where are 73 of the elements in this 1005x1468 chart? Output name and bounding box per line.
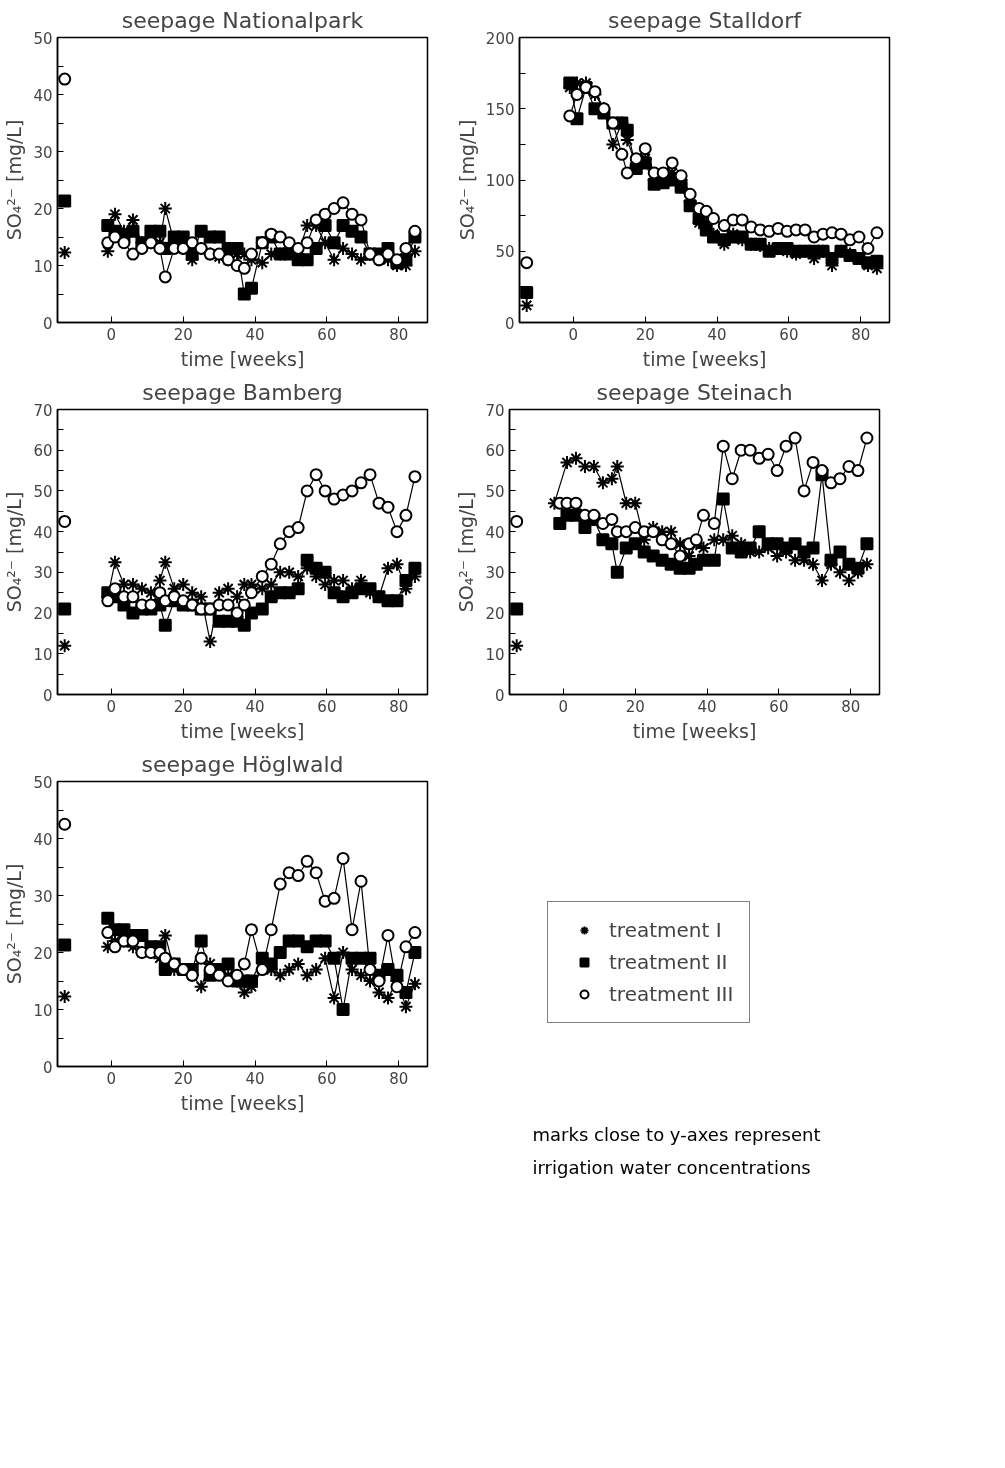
x-tick-label: 60 [779, 325, 799, 344]
x-tick-label: 0 [106, 325, 117, 344]
legend-label: treatment I [609, 918, 722, 942]
y-tick-label: 100 [485, 172, 515, 190]
x-axis-title: time [weeks] [180, 347, 305, 370]
x-axis-title: time [weeks] [180, 719, 305, 742]
x-tick-label: 0 [568, 325, 579, 344]
y-tick-label: 60 [33, 442, 53, 461]
y-tick-label: 50 [33, 482, 53, 501]
y-axis-title: SO₄²⁻ [mg/L] [455, 491, 478, 613]
x-tick-label: 60 [317, 697, 337, 716]
text: marks close to y-axes represent [532, 1123, 821, 1145]
chart-title: seepage Höglwald [141, 751, 344, 777]
chart-title: seepage Steinach [596, 379, 793, 405]
chart-title: seepage Nationalpark [121, 7, 364, 33]
y-tick-label: 10 [33, 1001, 53, 1020]
y-tick-label: 40 [33, 523, 53, 542]
x-tick-label: 0 [106, 697, 117, 716]
y-axis-title: SO₄²⁻ [mg/L] [3, 863, 26, 985]
x-tick-label: 80 [841, 697, 861, 716]
y-axis-title: SO₄²⁻ [mg/L] [3, 491, 26, 613]
legend-label: treatment II [609, 950, 728, 974]
y-tick-label: 50 [33, 773, 53, 792]
y-tick-label: 10 [33, 257, 53, 276]
y-tick-label: 50 [495, 243, 515, 262]
x-tick-label: 20 [173, 325, 193, 344]
y-tick-label: 30 [33, 887, 53, 906]
y-tick-label: 20 [33, 200, 53, 219]
y-tick-label: 70 [33, 401, 53, 420]
x-tick-label: 80 [389, 1069, 409, 1088]
x-axis-title: time [weeks] [632, 719, 757, 742]
text: irrigation water concentrations [532, 1156, 811, 1178]
y-tick-label: 50 [33, 29, 53, 48]
x-tick-label: 40 [245, 1069, 265, 1088]
legend-label: treatment III [609, 982, 734, 1006]
y-tick-label: 70 [485, 401, 505, 420]
y-tick-label: 30 [33, 564, 53, 583]
y-tick-label: 20 [33, 605, 53, 624]
x-tick-label: 20 [625, 697, 645, 716]
x-tick-label: 80 [389, 325, 409, 344]
y-tick-label: 30 [485, 564, 505, 583]
y-axis-title: SO₄²⁻ [mg/L] [3, 119, 26, 241]
y-axis-title: SO₄²⁻ [mg/L] [455, 119, 478, 241]
x-tick-label: 0 [558, 697, 569, 716]
x-tick-label: 0 [106, 1069, 117, 1088]
x-tick-label: 20 [635, 325, 655, 344]
y-tick-label: 60 [485, 442, 505, 461]
x-tick-label: 60 [769, 697, 789, 716]
y-tick-label: 10 [33, 645, 53, 664]
y-tick-label: 20 [485, 605, 505, 624]
x-tick-label: 40 [707, 325, 727, 344]
chart-title: seepage Stalldorf [608, 7, 803, 33]
x-tick-label: 80 [851, 325, 871, 344]
x-tick-label: 80 [389, 697, 409, 716]
x-tick-label: 40 [697, 697, 717, 716]
x-tick-label: 20 [173, 1069, 193, 1088]
x-axis-title: time [weeks] [180, 1091, 305, 1114]
y-tick-label: 40 [33, 830, 53, 849]
x-tick-label: 20 [173, 697, 193, 716]
x-tick-label: 60 [317, 325, 337, 344]
y-tick-label: 40 [485, 523, 505, 542]
x-tick-label: 60 [317, 1069, 337, 1088]
x-axis-title: time [weeks] [642, 347, 767, 370]
y-tick-label: 30 [33, 143, 53, 162]
x-tick-label: 40 [245, 697, 265, 716]
chart-title: seepage Bamberg [142, 379, 343, 405]
y-tick-label: 50 [485, 482, 505, 501]
y-tick-label: 200 [485, 29, 515, 48]
y-tick-label: 150 [485, 100, 515, 119]
x-tick-label: 40 [245, 325, 265, 344]
y-tick-label: 10 [485, 645, 505, 664]
y-tick-label: 20 [33, 944, 53, 963]
y-tick-label: 40 [33, 86, 53, 105]
